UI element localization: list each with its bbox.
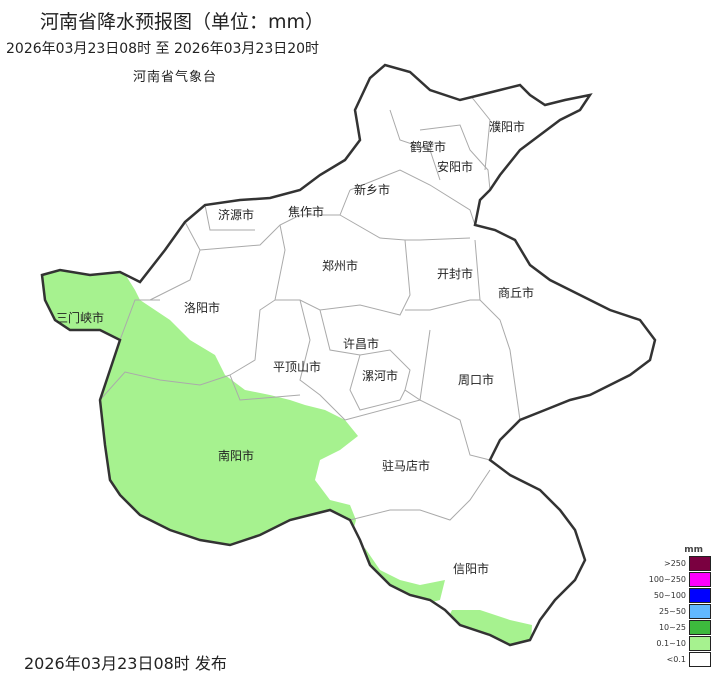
legend-label: >250 <box>664 558 686 568</box>
city-label-hebi: 鹤壁市 <box>410 139 446 154</box>
precipitation-legend: mm >250 100~250 50~100 25~50 10~25 0.1~10 <0.1 <box>645 545 711 667</box>
city-label-puyang: 濮阳市 <box>489 119 525 134</box>
legend-label: 25~50 <box>658 606 686 616</box>
city-label-xuchang: 许昌市 <box>343 336 379 351</box>
legend-item: 10~25 <box>645 619 711 635</box>
legend-swatch <box>689 571 711 587</box>
city-label-jiaozuo: 焦作市 <box>288 204 324 219</box>
city-label-luoyang: 洛阳市 <box>184 300 220 315</box>
city-label-zhoukou: 周口市 <box>458 372 494 387</box>
city-label-nanyang: 南阳市 <box>218 448 254 463</box>
legend-unit: mm <box>684 545 703 555</box>
legend-label: 100~250 <box>648 574 686 584</box>
city-label-xinyang: 信阳市 <box>453 561 489 576</box>
city-label-pingdingshan: 平顶山市 <box>273 359 321 374</box>
legend-label: 0.1~10 <box>656 638 686 648</box>
legend-label: <0.1 <box>666 654 686 664</box>
legend-swatch <box>689 635 711 651</box>
city-label-kaifeng: 开封市 <box>437 266 473 281</box>
city-label-zhengzhou: 郑州市 <box>322 258 358 273</box>
legend-item: >250 <box>645 555 711 571</box>
city-label-shangqiu: 商丘市 <box>498 285 534 300</box>
map-title: 河南省降水预报图（单位：mm） <box>40 11 325 33</box>
legend-item: <0.1 <box>645 651 711 667</box>
city-label-zhumadian: 驻马店市 <box>382 458 430 473</box>
legend-swatch <box>689 555 711 571</box>
legend-swatch <box>689 587 711 603</box>
issue-time: 2026年03月23日08时 发布 <box>24 654 227 673</box>
city-labels: 濮阳市 鹤壁市 安阳市 新乡市 济源市 焦作市 郑州市 开封市 商丘市 三门峡市… <box>56 119 534 576</box>
city-boundaries <box>99 94 521 521</box>
legend-item: 100~250 <box>645 571 711 587</box>
city-label-anyang: 安阳市 <box>437 159 473 174</box>
legend-item: 25~50 <box>645 603 711 619</box>
legend-swatch <box>689 651 711 667</box>
city-label-luohe: 漯河市 <box>362 368 398 383</box>
legend-swatch <box>689 619 711 635</box>
city-label-jiyuan: 济源市 <box>218 207 254 222</box>
city-label-xinxiang: 新乡市 <box>354 182 390 197</box>
city-label-sanmenxia: 三门峡市 <box>56 310 104 325</box>
forecast-period: 2026年03月23日08时 至 2026年03月23日20时 <box>6 41 320 57</box>
legend-label: 50~100 <box>653 590 686 600</box>
legend-item: 50~100 <box>645 587 711 603</box>
legend-label: 10~25 <box>658 622 686 632</box>
agency-name: 河南省气象台 <box>133 70 218 85</box>
legend-swatch <box>689 603 711 619</box>
legend-item: 0.1~10 <box>645 635 711 651</box>
